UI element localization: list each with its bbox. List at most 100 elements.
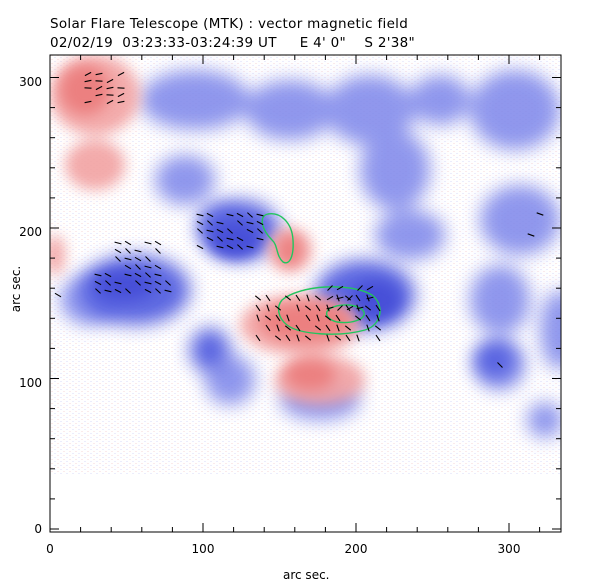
- field-vector: [154, 264, 162, 270]
- field-vector: [256, 220, 264, 226]
- field-vector: [197, 228, 203, 234]
- field-vector: [95, 72, 103, 76]
- field-vector: [135, 264, 141, 270]
- field-vector: [145, 256, 151, 262]
- field-vector: [145, 272, 151, 278]
- field-vector: [227, 228, 233, 234]
- figure-title: Solar Flare Telescope (MTK) : vector mag…: [50, 16, 409, 32]
- field-vector: [356, 334, 360, 342]
- field-vector: [106, 99, 114, 105]
- field-vector: [206, 229, 214, 233]
- field-vector: [295, 294, 301, 302]
- field-vector: [296, 334, 300, 342]
- field-vector: [124, 264, 132, 270]
- y-tick-label: 300: [19, 75, 42, 89]
- field-vector: [306, 294, 310, 302]
- field-vector: [366, 296, 374, 300]
- field-vector: [134, 249, 142, 253]
- field-vector: [284, 295, 292, 301]
- field-vector: [207, 220, 213, 226]
- field-vector: [374, 325, 382, 331]
- axis-ticks: [49, 55, 561, 532]
- field-vector: [265, 324, 271, 332]
- field-vector: [344, 295, 352, 301]
- field-vector: [256, 213, 264, 217]
- field-vector: [154, 240, 162, 246]
- field-vector: [357, 285, 363, 291]
- field-vector: [114, 241, 122, 245]
- field-vector: [84, 71, 92, 77]
- x-axis-label: arc sec.: [283, 568, 330, 582]
- field-vector: [217, 236, 223, 242]
- field-vector: [284, 325, 292, 331]
- field-vector: [497, 362, 503, 368]
- field-vector: [375, 304, 381, 312]
- field-vector: [117, 92, 125, 98]
- field-vector: [285, 334, 291, 342]
- field-vector: [296, 304, 300, 312]
- field-vector: [95, 288, 101, 294]
- field-vector: [266, 304, 270, 312]
- y-tick-label: 0: [34, 522, 42, 536]
- field-vector: [324, 315, 332, 321]
- field-vector: [236, 236, 244, 242]
- field-vector: [356, 306, 364, 310]
- field-vector: [376, 314, 380, 322]
- field-vector: [325, 324, 331, 332]
- field-vector: [255, 304, 261, 312]
- field-vector: [316, 314, 320, 322]
- field-vector: [256, 314, 260, 322]
- field-vector: [105, 280, 111, 286]
- x-tick-label: 0: [46, 542, 54, 556]
- field-vector: [104, 272, 112, 278]
- field-vector: [327, 285, 333, 291]
- field-vector: [155, 248, 161, 254]
- field-vector: [144, 281, 152, 285]
- transverse-field-vectors: [54, 71, 544, 368]
- field-vector: [305, 314, 311, 322]
- field-vector: [247, 212, 253, 218]
- field-vector: [125, 288, 131, 294]
- field-vector: [216, 228, 224, 234]
- field-vector: [326, 334, 330, 342]
- field-vector: [326, 306, 334, 310]
- field-vector: [196, 220, 204, 226]
- field-vector: [164, 289, 172, 293]
- field-vector: [144, 288, 152, 294]
- field-vector: [196, 244, 204, 250]
- field-vector: [154, 280, 162, 286]
- field-vector: [226, 244, 234, 250]
- field-vector: [304, 305, 312, 311]
- field-vector: [216, 245, 224, 249]
- field-vector: [115, 256, 121, 262]
- field-vector: [345, 334, 351, 342]
- field-vector: [314, 295, 322, 301]
- y-axis-label: arc sec.: [9, 265, 23, 313]
- field-vector: [254, 295, 262, 301]
- field-vector: [114, 248, 122, 254]
- x-tick-label: 300: [498, 542, 521, 556]
- field-vector: [274, 335, 282, 341]
- field-vector: [206, 212, 214, 218]
- magnetic-field-map: [50, 55, 561, 475]
- field-vector: [216, 221, 224, 225]
- field-vector: [94, 273, 102, 277]
- field-vector: [154, 273, 162, 277]
- field-vector: [124, 257, 132, 261]
- field-vector: [346, 305, 354, 311]
- field-vector: [336, 324, 340, 332]
- intensity-contours: [261, 213, 381, 335]
- field-vector: [335, 314, 341, 322]
- field-vector: [104, 289, 112, 293]
- field-vector: [337, 305, 343, 311]
- field-vector: [257, 228, 263, 234]
- field-vector: [196, 213, 204, 217]
- x-tick-label: 100: [192, 542, 215, 556]
- field-vector: [365, 314, 371, 322]
- field-vector: [347, 295, 353, 301]
- field-vector: [84, 79, 92, 83]
- field-vector: [206, 236, 214, 242]
- observation-info: 02/02/19 03:23:33-03:24:39 UT E 4' 0" S …: [50, 35, 416, 51]
- field-vector: [345, 304, 351, 312]
- field-vector: [364, 305, 372, 311]
